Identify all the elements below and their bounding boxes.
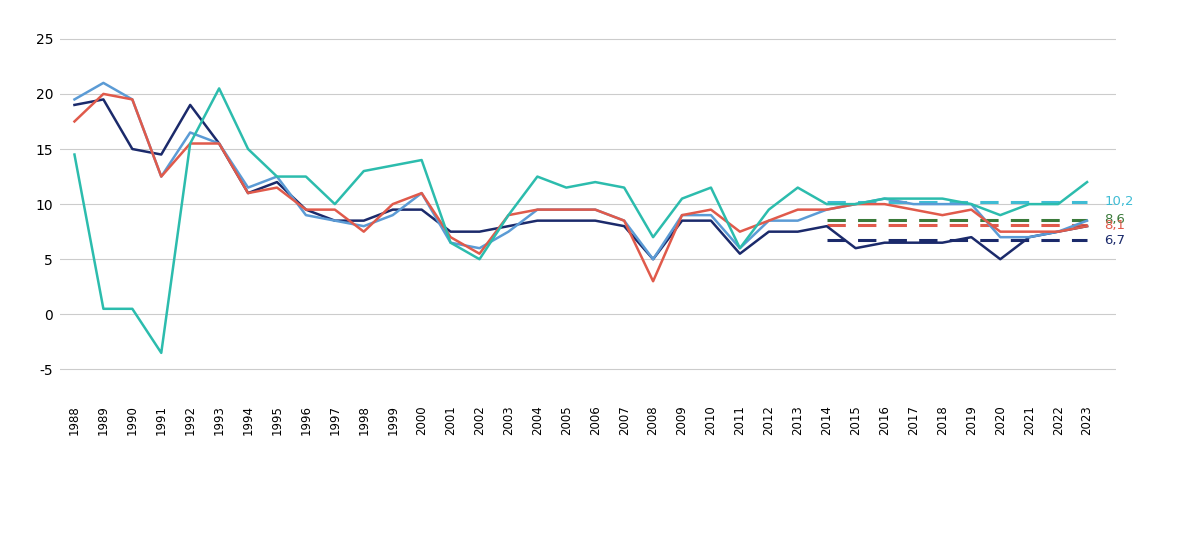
Text: 8,1: 8,1 (1104, 219, 1126, 231)
Legend: Små, Nest minst, Nest størst, Store, Gjennomsnitt 10 år: Små, Nest minst, Nest størst, Store, Gje… (192, 553, 858, 559)
Text: 8,6: 8,6 (1104, 213, 1126, 226)
Text: 10,2: 10,2 (1104, 196, 1134, 209)
Text: 6,7: 6,7 (1104, 234, 1126, 247)
